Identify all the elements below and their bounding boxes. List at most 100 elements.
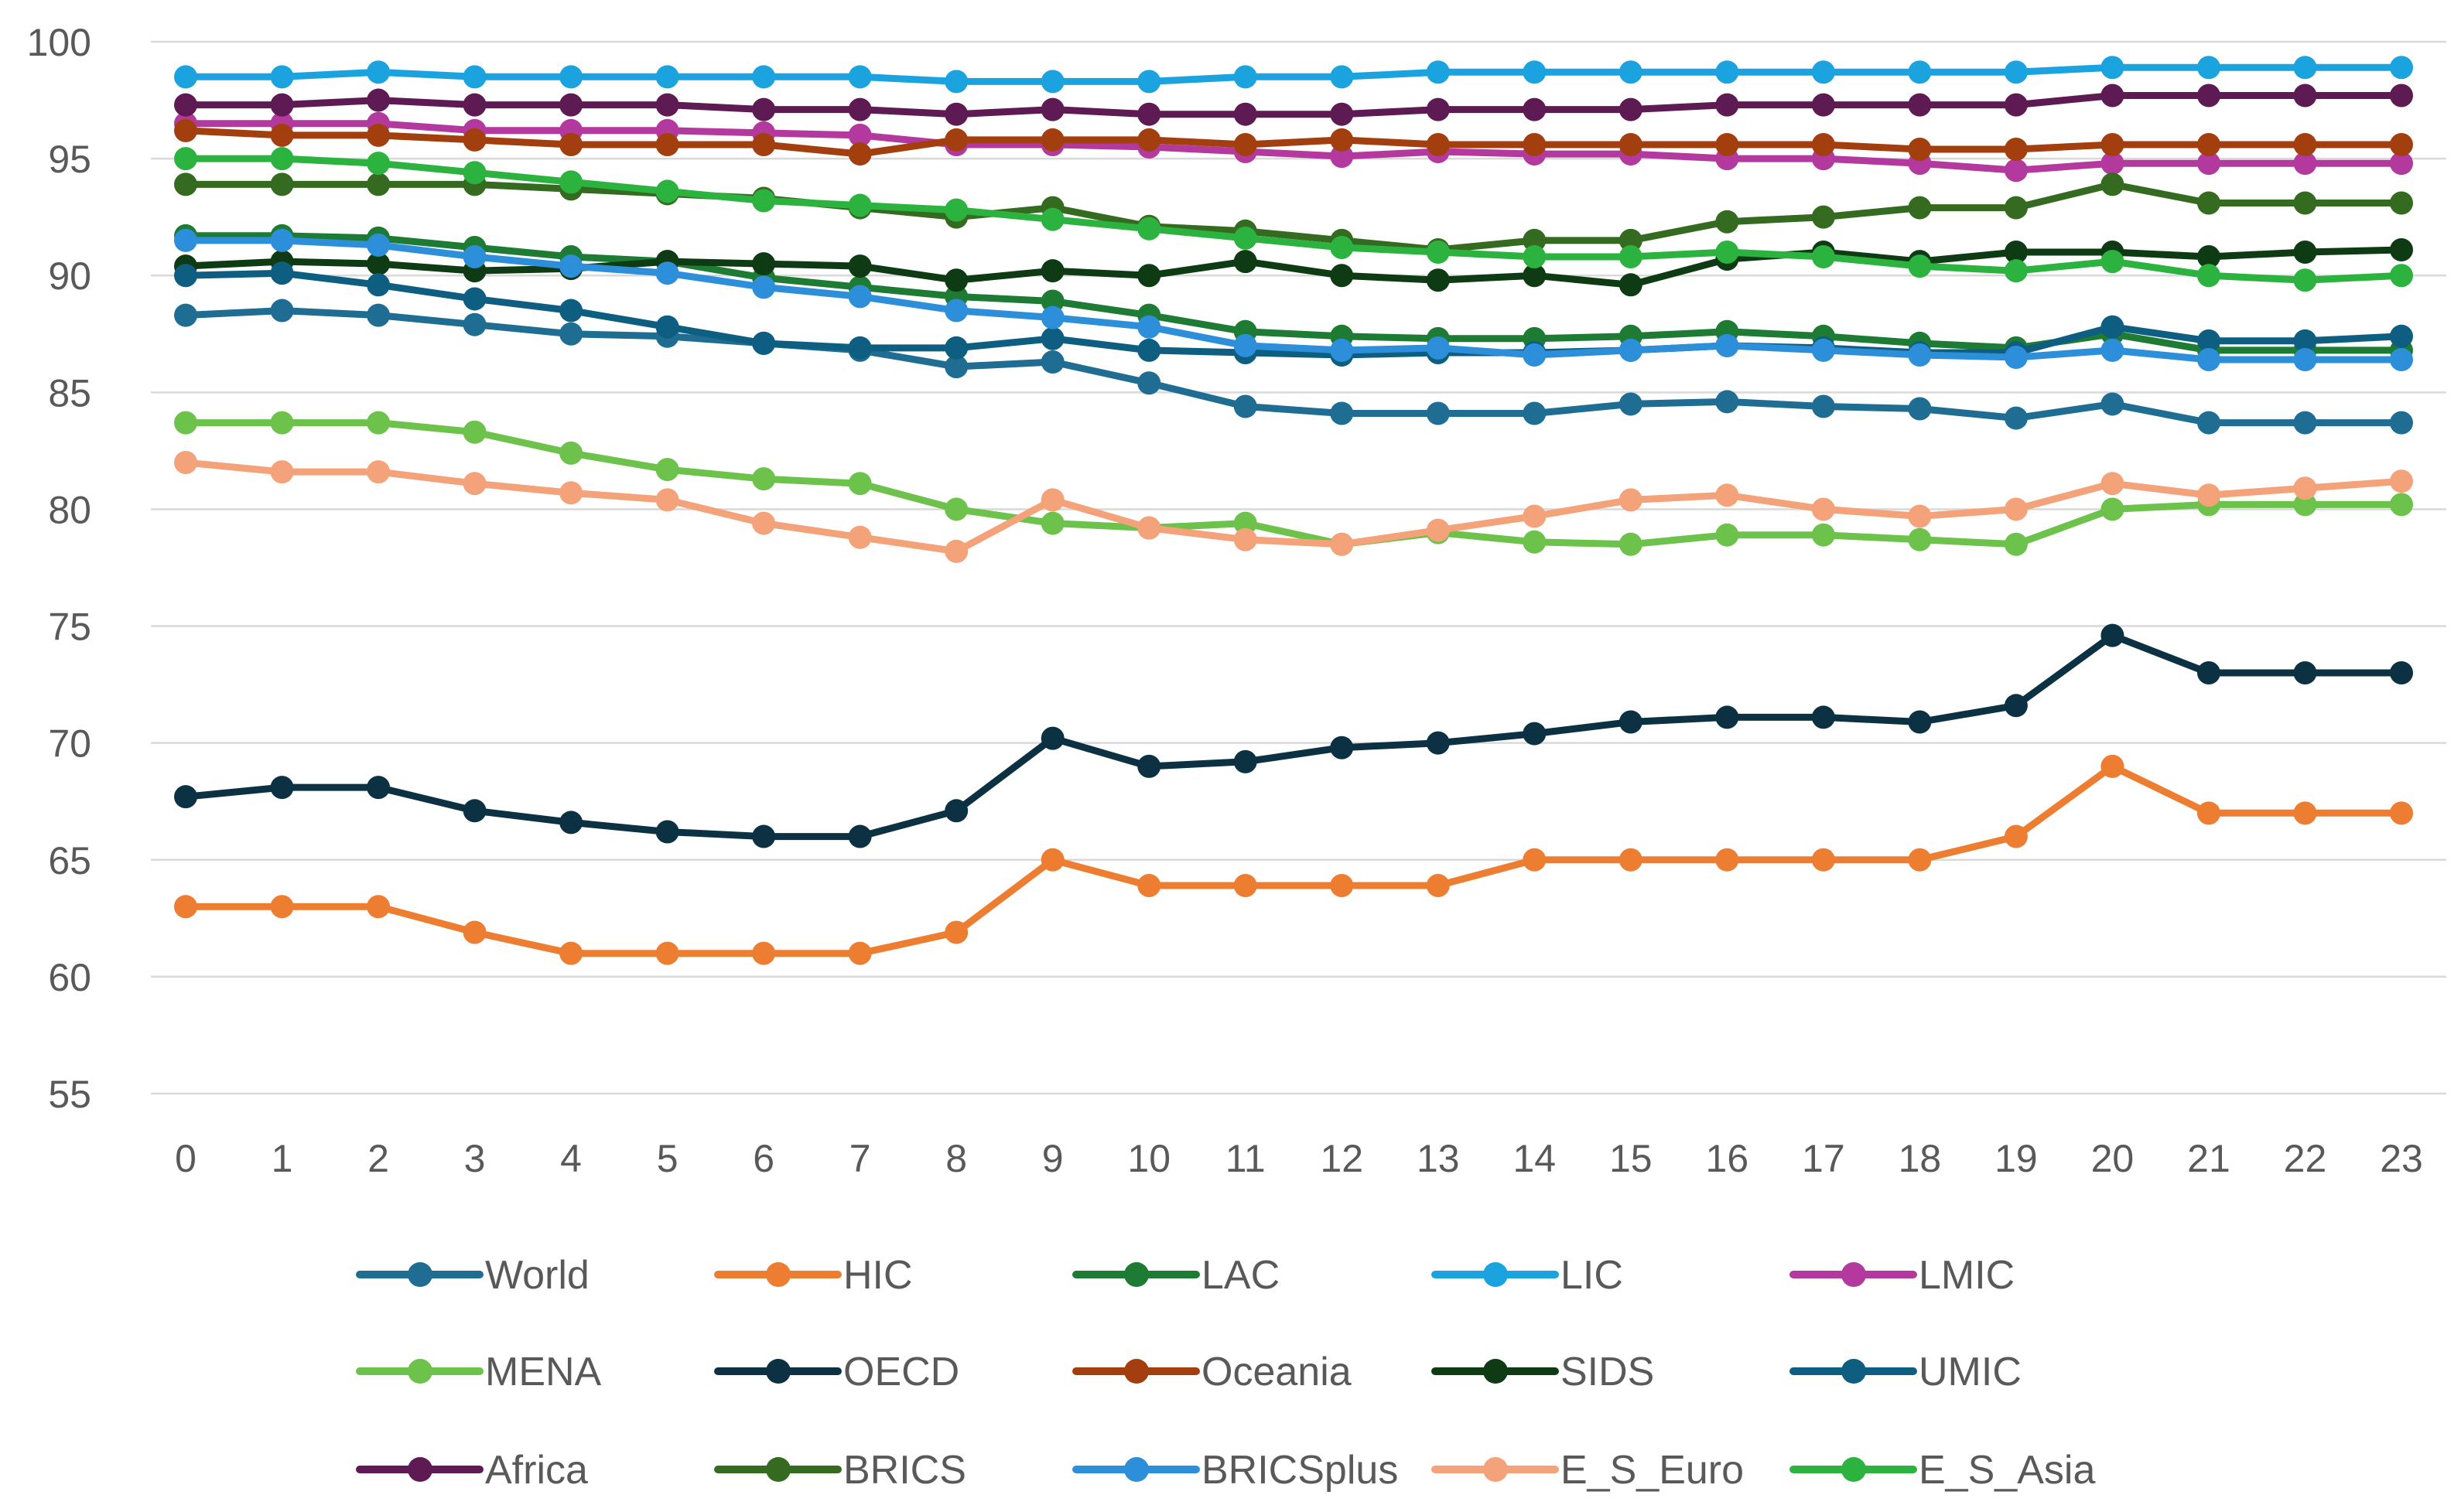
legend-swatch-marker: [1841, 1457, 1866, 1482]
x-tick-label: 14: [1512, 1137, 1556, 1180]
data-point: [2004, 159, 2028, 183]
data-point: [367, 273, 391, 297]
series-line: [182, 419, 2405, 548]
data-point: [1811, 497, 1835, 521]
data-point: [1426, 874, 1450, 898]
data-point: [270, 228, 294, 252]
data-point: [559, 170, 583, 194]
data-point: [848, 97, 872, 121]
legend-label: MENA: [485, 1350, 602, 1394]
data-point: [2293, 132, 2317, 156]
data-point: [2390, 324, 2413, 348]
legend-item-hic: HIC: [714, 1253, 913, 1298]
x-tick-label: 2: [367, 1137, 389, 1180]
data-point: [1233, 102, 1257, 126]
data-point: [1811, 394, 1835, 418]
data-point: [2293, 661, 2317, 684]
data-point: [2390, 493, 2413, 517]
data-point: [848, 193, 872, 217]
data-point: [1523, 530, 1547, 554]
x-tick-label: 20: [2091, 1137, 2135, 1180]
y-tick-label: 65: [48, 839, 91, 882]
data-point: [752, 824, 776, 848]
data-point: [1715, 241, 1739, 264]
data-point: [1618, 245, 1642, 269]
data-point: [367, 172, 391, 196]
data-point: [1523, 722, 1547, 746]
data-point: [1041, 726, 1065, 750]
series-line: [182, 155, 2405, 284]
data-point: [463, 93, 487, 117]
legend-item-umic: UMIC: [1789, 1350, 2022, 1394]
data-point: [752, 65, 776, 89]
legend-swatch-marker: [1124, 1262, 1149, 1287]
data-point: [1715, 210, 1739, 234]
data-point: [1137, 315, 1161, 339]
data-point: [1811, 60, 1835, 84]
data-point: [752, 132, 776, 156]
data-point: [463, 161, 487, 185]
y-axis-tick-labels: 55 60 65 70 75 80 85 90 95 100: [27, 21, 91, 1116]
data-point: [1137, 338, 1161, 362]
data-point: [2100, 497, 2124, 521]
series-oceania: [174, 118, 2413, 166]
data-point: [945, 299, 969, 323]
data-point: [848, 123, 872, 147]
legend-swatch-marker: [766, 1457, 791, 1482]
series-world: [174, 299, 2413, 435]
data-point: [1908, 848, 1932, 872]
data-point: [1041, 305, 1065, 329]
data-point: [1618, 60, 1642, 84]
data-point: [1908, 196, 1932, 220]
series-line: [182, 246, 2405, 288]
data-point: [270, 776, 294, 800]
data-point: [1041, 97, 1065, 121]
data-point: [2293, 411, 2317, 435]
data-point: [559, 254, 583, 278]
data-point: [752, 331, 776, 355]
x-tick-label: 13: [1417, 1137, 1460, 1180]
data-point: [463, 245, 487, 269]
data-point: [945, 497, 969, 521]
data-point: [2100, 152, 2124, 176]
data-point: [2004, 824, 2028, 848]
data-point: [463, 128, 487, 152]
data-point: [1330, 65, 1354, 89]
data-point: [1811, 338, 1835, 362]
series-line: [182, 269, 2405, 359]
data-point: [848, 336, 872, 360]
data-point: [2293, 476, 2317, 500]
data-point: [270, 123, 294, 147]
data-point: [1618, 710, 1642, 734]
data-point: [463, 799, 487, 823]
data-point: [463, 287, 487, 311]
series-oecd: [174, 623, 2413, 848]
legend-swatch-marker: [408, 1359, 432, 1384]
data-point: [174, 65, 197, 89]
data-point: [2004, 259, 2028, 283]
data-point: [1041, 488, 1065, 512]
legend-label: SIDS: [1560, 1350, 1654, 1394]
data-point: [174, 264, 197, 288]
data-point: [1330, 235, 1354, 259]
legend-item-oecd: OECD: [714, 1350, 959, 1394]
data-point: [174, 93, 197, 117]
data-point: [1426, 60, 1450, 84]
legend-item-sids: SIDS: [1431, 1350, 1654, 1394]
data-point: [848, 824, 872, 848]
data-point: [1715, 523, 1739, 547]
x-tick-label: 18: [1899, 1137, 1942, 1180]
series-e-s-euro: [174, 451, 2413, 563]
data-point: [559, 811, 583, 835]
legend-swatch-marker: [1483, 1457, 1508, 1482]
data-point: [1908, 710, 1932, 734]
data-point: [2196, 483, 2220, 507]
data-point: [655, 65, 679, 89]
data-point: [2196, 264, 2220, 288]
data-point: [1715, 848, 1739, 872]
data-point: [2100, 250, 2124, 274]
data-point: [1426, 518, 1450, 542]
data-point: [655, 179, 679, 203]
data-point: [1426, 401, 1450, 425]
data-point: [1330, 338, 1354, 362]
